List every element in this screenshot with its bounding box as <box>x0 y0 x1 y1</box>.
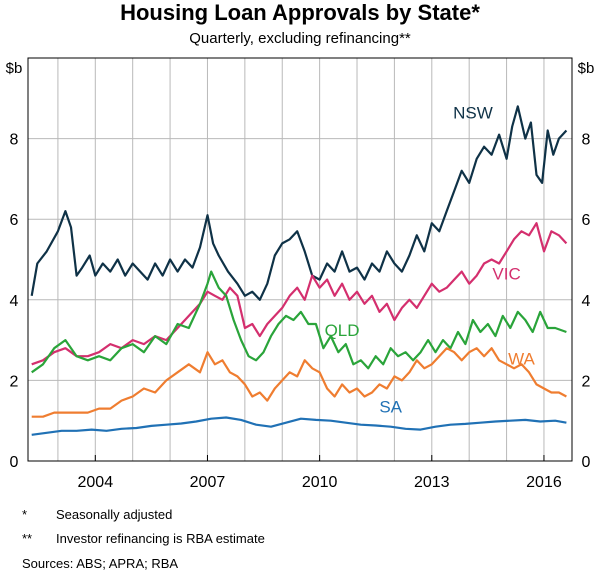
y-tick-label-left: 0 <box>10 454 19 471</box>
x-tick-label: 2016 <box>526 474 562 491</box>
series-lines <box>30 105 568 436</box>
line-chart: 0 0 2 2 4 4 6 6 8 8 2004 2007 2010 2013 2016 NSW VIC QLD… <box>6 57 595 491</box>
y-tick-label-right: 2 <box>582 373 591 390</box>
y-axis-unit-left: $b <box>6 60 23 77</box>
chart-subtitle: Quarterly, excluding refinancing** <box>189 30 411 47</box>
y-tick-label-left: 4 <box>10 293 19 310</box>
series-line-nsw <box>30 105 568 301</box>
series-line-vic <box>31 222 568 366</box>
footnote-mark: * <box>22 507 28 522</box>
y-tick-label-left: 8 <box>10 132 19 149</box>
y-tick-label-right: 6 <box>582 212 591 229</box>
series-label-nsw: NSW <box>453 103 493 122</box>
series-label-sa: SA <box>379 398 402 417</box>
series-label-vic: VIC <box>492 265 520 284</box>
plot-frame <box>27 57 573 462</box>
series-labels: NSW VIC QLD WA SA <box>325 103 536 416</box>
footnote-mark: ** <box>22 531 33 546</box>
y-axis-unit-right: $b <box>578 60 595 77</box>
series-label-wa: WA <box>508 349 535 368</box>
x-tick-label: 2007 <box>190 474 226 491</box>
series-line-sa <box>31 416 567 436</box>
footnote-text: Seasonally adjusted <box>56 507 173 522</box>
y-tick-label-right: 8 <box>582 132 591 149</box>
series-line-wa <box>31 347 567 418</box>
x-tick-label: 2004 <box>78 474 114 491</box>
series-line-qld <box>31 270 567 374</box>
footnote-refinancing: ** Investor refinancing is RBA estimate <box>22 531 265 546</box>
y-tick-label-right: 4 <box>582 293 591 310</box>
x-tick-label: 2013 <box>414 474 450 491</box>
footnote-text: Investor refinancing is RBA estimate <box>56 531 265 546</box>
chart-title: Housing Loan Approvals by State* <box>120 0 480 25</box>
axis-ticks: 0 0 2 2 4 4 6 6 8 8 2004 2007 2010 2013 2016 <box>10 132 591 491</box>
sources-note: Sources: ABS; APRA; RBA <box>22 556 179 571</box>
footnote-seasonal: * Seasonally adjusted <box>22 507 172 522</box>
x-tick-label: 2010 <box>302 474 338 491</box>
y-tick-label-left: 2 <box>10 373 19 390</box>
series-label-qld: QLD <box>325 321 360 340</box>
y-tick-label-left: 6 <box>10 212 19 229</box>
gridlines <box>28 58 572 461</box>
y-tick-label-right: 0 <box>582 454 591 471</box>
